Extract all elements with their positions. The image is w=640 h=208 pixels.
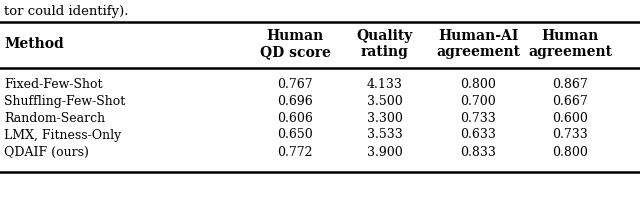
Text: 0.650: 0.650 (277, 129, 313, 141)
Text: 0.700: 0.700 (460, 94, 496, 108)
Text: 0.733: 0.733 (460, 111, 496, 125)
Text: Quality
rating: Quality rating (357, 29, 413, 59)
Text: 3.300: 3.300 (367, 111, 403, 125)
Text: 3.900: 3.900 (367, 146, 403, 158)
Text: LMX, Fitness-Only: LMX, Fitness-Only (4, 129, 121, 141)
Text: 0.633: 0.633 (460, 129, 496, 141)
Text: Human-AI
agreement: Human-AI agreement (436, 29, 520, 59)
Text: Fixed-Few-Shot: Fixed-Few-Shot (4, 78, 102, 90)
Text: Human
QD score: Human QD score (260, 29, 330, 59)
Text: 0.696: 0.696 (277, 94, 313, 108)
Text: Shuffling-Few-Shot: Shuffling-Few-Shot (4, 94, 125, 108)
Text: 0.667: 0.667 (552, 94, 588, 108)
Text: 0.767: 0.767 (277, 78, 313, 90)
Text: 4.133: 4.133 (367, 78, 403, 90)
Text: 0.867: 0.867 (552, 78, 588, 90)
Text: 0.772: 0.772 (277, 146, 313, 158)
Text: 0.600: 0.600 (552, 111, 588, 125)
Text: 0.606: 0.606 (277, 111, 313, 125)
Text: 0.800: 0.800 (552, 146, 588, 158)
Text: QDAIF (ours): QDAIF (ours) (4, 146, 89, 158)
Text: Human
agreement: Human agreement (528, 29, 612, 59)
Text: Random-Search: Random-Search (4, 111, 105, 125)
Text: 0.733: 0.733 (552, 129, 588, 141)
Text: 0.833: 0.833 (460, 146, 496, 158)
Text: 3.500: 3.500 (367, 94, 403, 108)
Text: 3.533: 3.533 (367, 129, 403, 141)
Text: Method: Method (4, 37, 64, 51)
Text: tor could identify).: tor could identify). (4, 5, 129, 17)
Text: 0.800: 0.800 (460, 78, 496, 90)
